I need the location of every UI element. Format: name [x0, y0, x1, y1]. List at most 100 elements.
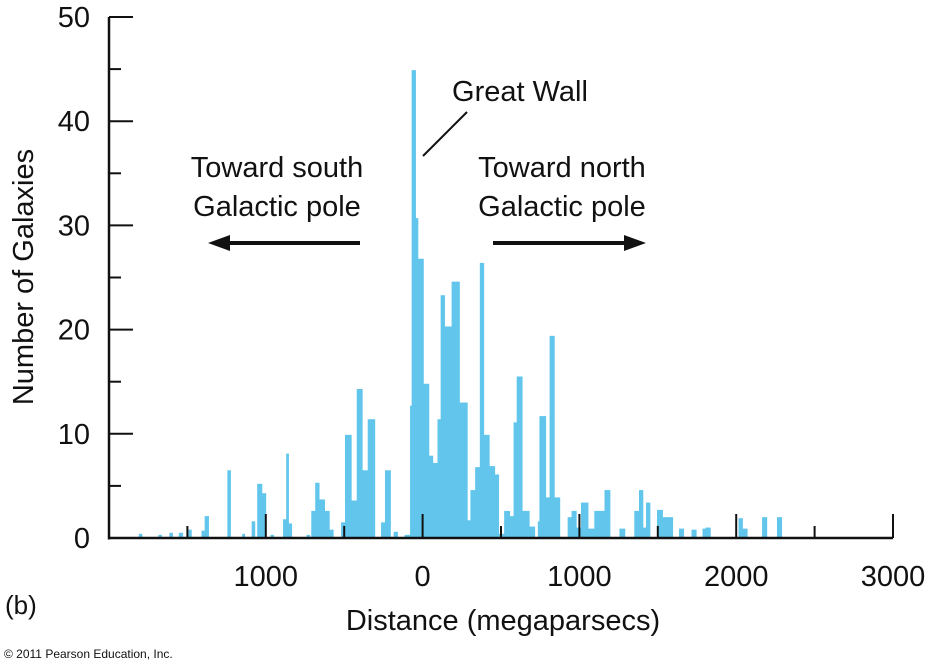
- histogram-bar: [444, 326, 453, 538]
- histogram-bar: [270, 534, 275, 538]
- north-label-line1: Toward north: [478, 152, 646, 184]
- histogram-bar: [283, 519, 287, 538]
- histogram-bar: [242, 533, 246, 538]
- histogram-bar: [384, 470, 391, 538]
- histogram-bar: [423, 383, 430, 538]
- histogram-bar: [776, 517, 783, 538]
- histogram-bar: [479, 262, 485, 538]
- histogram-bar: [393, 531, 398, 538]
- axes-group: 0 10 20 30 40 50 1000 0 1000 2000 3000: [58, 2, 926, 593]
- histogram-bar: [571, 510, 577, 538]
- histogram-bar: [762, 517, 768, 538]
- histogram-bar: [440, 295, 445, 538]
- histogram-bar: [415, 218, 419, 538]
- histogram-bar: [381, 522, 386, 538]
- histogram-bar: [634, 510, 640, 538]
- histogram-bar: [311, 510, 316, 538]
- histogram-bar: [588, 528, 595, 538]
- histogram-bar: [306, 534, 311, 538]
- panel-label: (b): [5, 590, 37, 620]
- x-tick-label: 3000: [861, 561, 926, 593]
- histogram-bar: [417, 258, 424, 538]
- histogram-bar: [227, 470, 231, 538]
- north-label-line2: Galactic pole: [478, 191, 646, 223]
- x-axis-label: Distance (megaparsecs): [346, 605, 660, 637]
- x-tick-label: 1000: [547, 561, 612, 593]
- histogram-bar: [319, 499, 325, 538]
- histogram-bar: [646, 502, 651, 538]
- histogram-bar: [678, 528, 685, 538]
- histogram-bar: [201, 530, 206, 538]
- y-tick-label: 0: [74, 523, 90, 555]
- histogram-bar: [638, 490, 644, 538]
- histogram-bar: [619, 528, 626, 538]
- histogram-bar: [513, 422, 518, 538]
- histogram-bar: [459, 402, 468, 538]
- histogram-bar: [158, 534, 162, 538]
- histogram-bar: [494, 474, 500, 538]
- histogram-bar: [432, 462, 438, 538]
- histogram-bar: [554, 497, 561, 538]
- histogram-bar: [178, 532, 184, 538]
- histogram-bar: [537, 521, 540, 538]
- histogram-bar: [742, 528, 748, 538]
- histogram-bar: [545, 497, 551, 538]
- histogram-bar: [451, 281, 460, 538]
- histogram-bar: [475, 467, 481, 538]
- histogram-bar: [251, 521, 256, 538]
- histogram-bar: [483, 434, 490, 538]
- south-label-line2: Galactic pole: [193, 191, 361, 223]
- x-tick-label: 1000: [234, 561, 299, 593]
- y-axis-label: Number of Galaxies: [8, 149, 40, 405]
- bars-group: [138, 70, 783, 538]
- north-arrow-icon: [493, 235, 646, 251]
- histogram-bar: [351, 500, 358, 538]
- histogram-bar: [204, 516, 209, 538]
- y-tick-label: 20: [58, 315, 90, 347]
- y-tick-label: 10: [58, 419, 90, 451]
- copyright-text: © 2011 Pearson Education, Inc.: [4, 647, 173, 661]
- histogram-bar: [261, 493, 267, 538]
- y-tick-label: 30: [58, 210, 90, 242]
- histogram-bar: [404, 534, 411, 538]
- histogram-bar: [470, 490, 476, 538]
- x-tick-label: 0: [415, 561, 431, 593]
- histogram-bar: [702, 528, 707, 538]
- histogram-bar: [362, 470, 369, 538]
- histogram-bar: [315, 482, 320, 538]
- histogram-bar: [169, 532, 173, 538]
- great-wall-label: Great Wall: [452, 76, 588, 108]
- histogram-bar: [138, 533, 143, 538]
- histogram-bar: [642, 527, 647, 538]
- histogram-bar: [529, 526, 536, 538]
- histogram-bar: [188, 529, 192, 538]
- histogram-bar: [738, 518, 743, 538]
- histogram-bar: [367, 419, 376, 538]
- histogram-bar: [549, 335, 555, 538]
- y-tick-label: 50: [58, 2, 90, 34]
- histogram-bar: [567, 517, 572, 538]
- y-tick-label: 40: [58, 106, 90, 138]
- great-wall-pointer: [422, 111, 468, 157]
- south-label-line1: Toward south: [191, 152, 364, 184]
- histogram-bar: [288, 523, 293, 538]
- histogram-bar: [539, 416, 547, 538]
- histogram-bar: [662, 517, 674, 538]
- x-tick-label: 2000: [704, 561, 769, 593]
- histogram-bar: [657, 509, 663, 538]
- histogram-bar: [356, 388, 363, 538]
- histogram-bar: [410, 405, 413, 538]
- histogram-bar: [329, 529, 334, 538]
- histogram-bar: [522, 510, 530, 538]
- histogram-bar: [691, 529, 697, 538]
- histogram-bar: [509, 516, 514, 538]
- histogram-bar: [580, 502, 589, 538]
- histogram-bar: [257, 483, 263, 538]
- histogram-bar: [324, 510, 330, 538]
- histogram-bar: [411, 70, 416, 538]
- south-arrow-icon: [208, 235, 360, 251]
- histogram-bar: [437, 419, 442, 538]
- histogram-bar: [428, 455, 434, 538]
- histogram-bar: [504, 510, 511, 538]
